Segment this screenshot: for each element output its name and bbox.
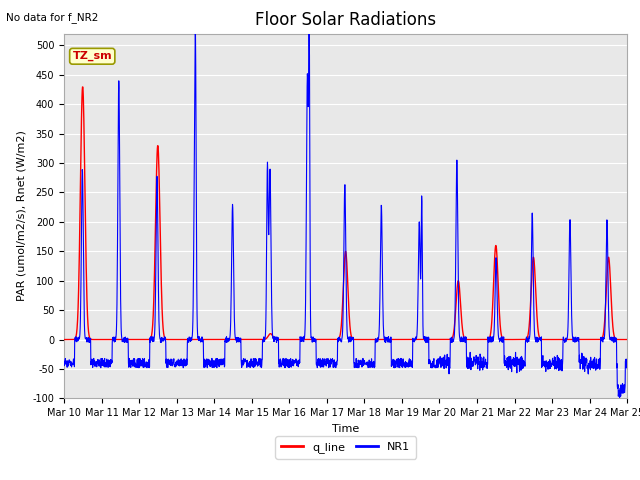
Legend: q_line, NR1: q_line, NR1 xyxy=(275,436,416,458)
Y-axis label: PAR (umol/m2/s), Rnet (W/m2): PAR (umol/m2/s), Rnet (W/m2) xyxy=(17,131,27,301)
Text: TZ_sm: TZ_sm xyxy=(72,51,112,61)
X-axis label: Time: Time xyxy=(332,424,359,433)
Text: No data for f_NR2: No data for f_NR2 xyxy=(6,12,99,23)
Title: Floor Solar Radiations: Floor Solar Radiations xyxy=(255,11,436,29)
